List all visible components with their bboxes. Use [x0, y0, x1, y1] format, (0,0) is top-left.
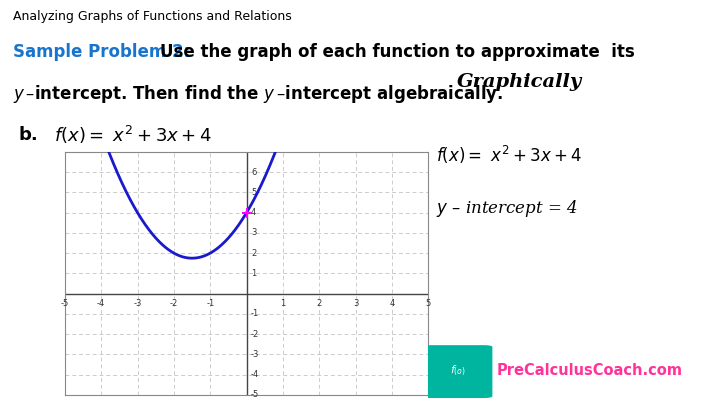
Text: 5: 5 — [426, 299, 431, 308]
Text: $f_{(o)}$: $f_{(o)}$ — [450, 363, 466, 377]
Text: -3: -3 — [133, 299, 142, 308]
Text: Sample Problem 2:: Sample Problem 2: — [13, 43, 190, 60]
FancyBboxPatch shape — [423, 345, 492, 398]
Text: 2: 2 — [251, 249, 256, 258]
Text: PreCalculusCoach.com: PreCalculusCoach.com — [497, 363, 683, 378]
Text: 3: 3 — [353, 299, 359, 308]
Text: -1: -1 — [251, 309, 259, 318]
Text: 4: 4 — [390, 299, 395, 308]
Text: Analyzing Graphs of Functions and Relations: Analyzing Graphs of Functions and Relati… — [13, 10, 292, 23]
Text: 6: 6 — [251, 168, 256, 177]
Text: -2: -2 — [251, 330, 259, 339]
Text: -3: -3 — [251, 350, 259, 359]
Text: 1: 1 — [280, 299, 286, 308]
Text: $y\/$–intercept. Then find the $y\/$–intercept algebraically.: $y\/$–intercept. Then find the $y\/$–int… — [13, 83, 503, 105]
Text: 5: 5 — [251, 188, 256, 197]
Text: Graphically: Graphically — [457, 73, 582, 91]
Text: $f(x) = \ x^2 + 3x + 4$: $f(x) = \ x^2 + 3x + 4$ — [436, 144, 582, 166]
Text: -4: -4 — [97, 299, 105, 308]
Text: $f(x) = \ x^2 + 3x + 4$: $f(x) = \ x^2 + 3x + 4$ — [54, 124, 212, 146]
Text: -5: -5 — [60, 299, 69, 308]
Text: -4: -4 — [251, 370, 259, 379]
Text: 4: 4 — [251, 208, 256, 217]
Text: Use the graph of each function to approximate  its: Use the graph of each function to approx… — [160, 43, 634, 60]
Text: -2: -2 — [170, 299, 178, 308]
Text: -1: -1 — [206, 299, 215, 308]
Text: 2: 2 — [317, 299, 322, 308]
Text: -5: -5 — [251, 390, 259, 399]
Text: 3: 3 — [251, 228, 256, 237]
Text: 1: 1 — [251, 269, 256, 278]
Text: b.: b. — [18, 126, 37, 143]
Text: $y$ – intercept = 4: $y$ – intercept = 4 — [436, 198, 577, 220]
